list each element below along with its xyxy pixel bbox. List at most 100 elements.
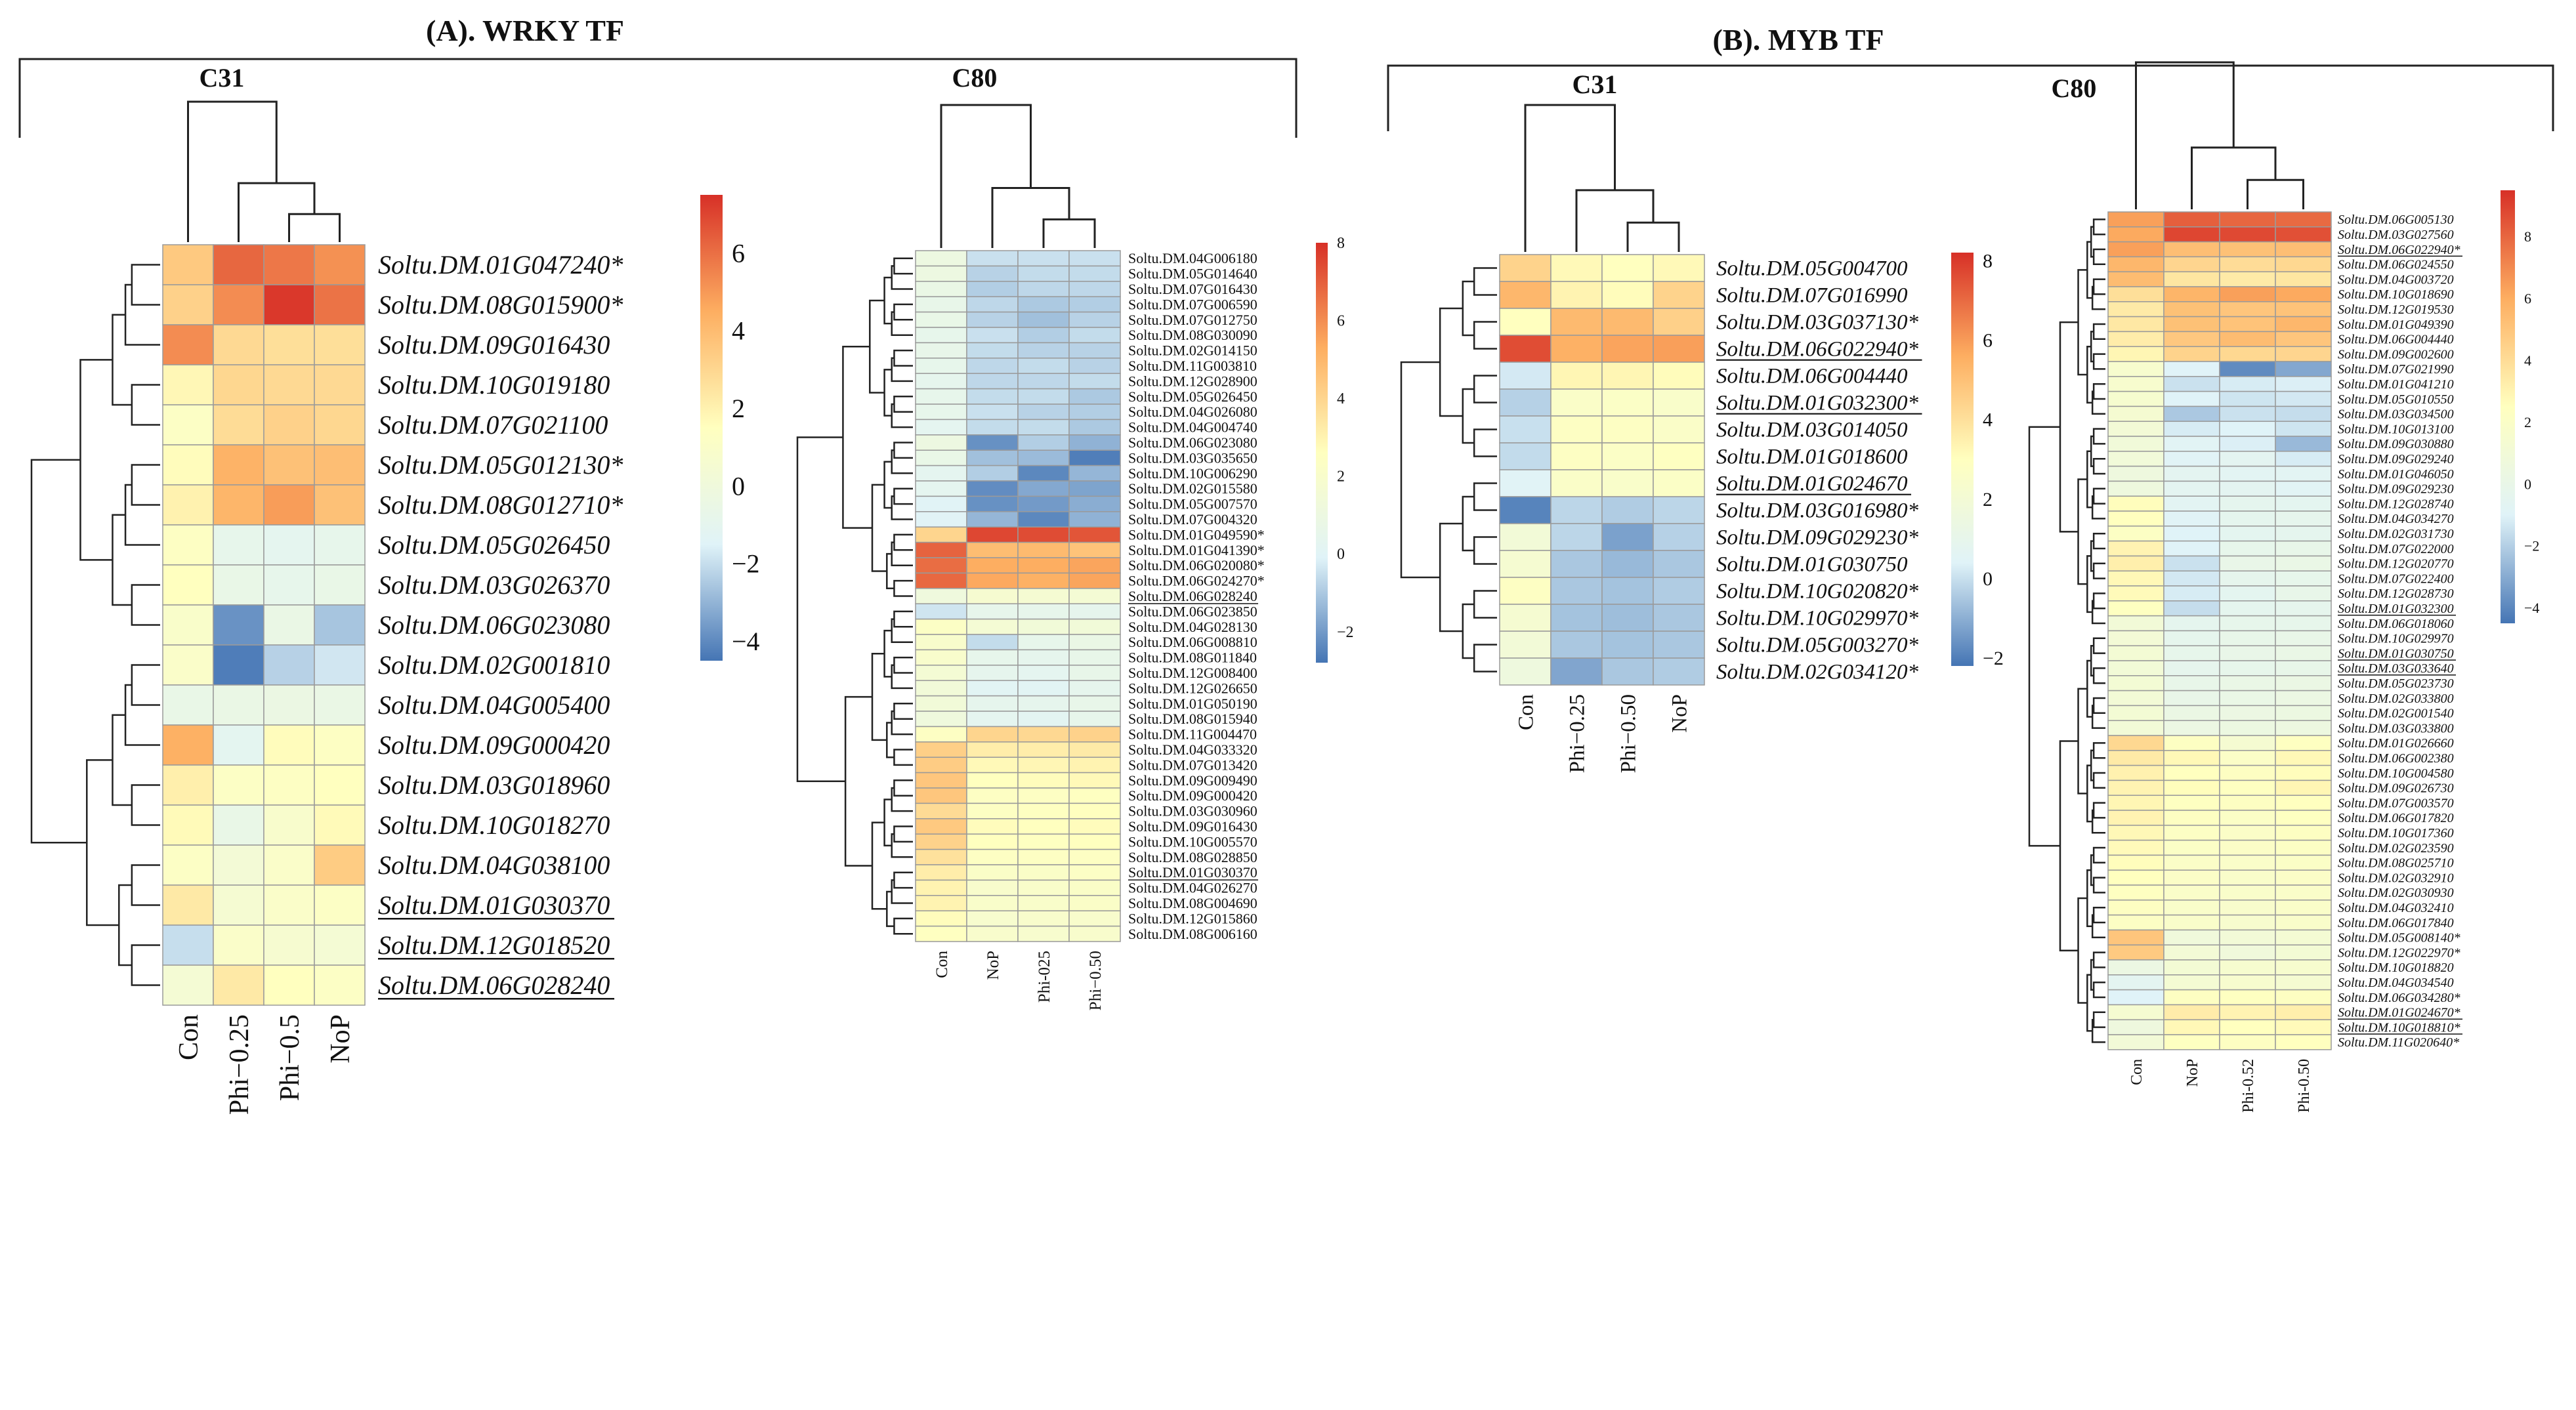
heatmap-cell [2163,465,2220,482]
column-label: Phi-0.52 [2240,1059,2257,1113]
heatmap-cell [1499,469,1552,497]
heatmap-cell [263,444,315,486]
heatmap-cell [2107,869,2164,886]
heatmap-cell [1550,523,1603,551]
heatmap-cell [2107,690,2164,707]
legend-tick-label: 4 [732,316,745,346]
row-label: Soltu.DM.06G022940* [1716,338,1918,362]
heatmap-cell [1068,588,1121,604]
heatmap-cell [1068,541,1121,558]
heatmap-cell [1068,680,1121,697]
heatmap-cell [2219,436,2276,452]
heatmap-cell [915,879,967,896]
heatmap-cell [162,404,214,446]
heatmap-cell [2219,465,2276,482]
row-dendrogram-branches [796,257,913,935]
heatmap-cell [2275,839,2332,856]
column-dendrogram-branches [2135,61,2304,209]
heatmap-cell [2107,376,2164,392]
heatmap-cell [213,604,264,646]
heatmap-cell [2163,331,2220,347]
row-label: Soltu.DM.10G019180 [378,370,610,400]
heatmap-cell [263,524,315,566]
heatmap-cell [1653,442,1705,470]
heatmap-cell [1601,604,1654,632]
heatmap-cell [966,465,1019,482]
row-label: Soltu.DM.10G018810* [2338,1020,2460,1035]
row-label: Soltu.DM.01G024670* [2338,1006,2460,1020]
heatmap-cell [1068,772,1121,789]
heatmap-cell [263,964,315,1006]
heatmap-cell [2107,944,2164,961]
legend-tick-label: −2 [1983,648,2004,669]
heatmap-cell [915,388,967,405]
heatmap-cell [2163,480,2220,497]
heatmap-cell [2275,376,2332,392]
heatmap-cell [263,284,315,325]
legend-tick-label: 2 [1983,489,1993,510]
heatmap-cell [263,564,315,606]
heatmap-cell [966,296,1019,313]
heatmap-cell [1068,465,1121,482]
column-label: Con [933,951,951,978]
heatmap-cell [2275,929,2332,945]
heatmap-cell [2219,361,2276,377]
heatmap-cell [1068,511,1121,528]
row-label: Soltu.DM.07G022000 [2338,542,2454,556]
heatmap-cell [2163,211,2220,228]
heatmap-cell [1017,787,1070,804]
heatmap-cell [966,665,1019,681]
heatmap-cell [213,764,264,806]
row-label: Soltu.DM.12G015860 [1128,910,1257,926]
heatmap-cell [263,804,315,846]
heatmap-cell [162,564,214,606]
heatmap-cell [2275,451,2332,467]
heatmap-cell [2107,914,2164,931]
row-label: Soltu.DM.01G026660 [2338,736,2454,751]
heatmap-cell [2107,301,2164,318]
heatmap-cell [213,484,264,526]
heatmap-cell [1550,335,1603,363]
column-dendrogram [2135,61,2304,209]
heatmap-cell [2107,779,2164,796]
heatmap-cell [966,373,1019,390]
heatmap-cell [213,564,264,606]
heatmap-cell [966,265,1019,282]
heatmap-cell [2163,675,2220,692]
heatmap-cell [915,726,967,743]
row-label: Soltu.DM.01G050190 [1128,695,1257,712]
row-label: Soltu.DM.08G004690 [1128,895,1257,911]
row-label: Soltu.DM.11G003810 [1128,358,1257,374]
heatmap-cell [966,757,1019,774]
heatmap-cell [1550,496,1603,524]
heatmap-cell [2275,750,2332,766]
heatmap-cell [966,818,1019,835]
row-label: Soltu.DM.03G037130* [1716,311,1918,335]
column-dendrogram [1524,104,1680,252]
heatmap-cell [1017,557,1070,574]
heatmap-cell [2107,645,2164,661]
heatmap-cell [966,449,1019,467]
heatmap-cell [2163,869,2220,886]
row-label: Soltu.DM.04G028130 [1128,619,1257,635]
heatmap-cell [1017,449,1070,467]
heatmap-cell [2107,390,2164,407]
heatmap-cell [2107,884,2164,901]
heatmap-cell [2163,660,2220,676]
heatmap-cell [2219,405,2276,422]
heatmap-cell [2219,226,2276,243]
legend-tick-label: 0 [732,471,745,501]
row-label: Soltu.DM.07G003570 [2338,796,2454,810]
heatmap-cell [2219,854,2276,871]
heatmap-cell [1550,362,1603,390]
heatmap-cell [1068,726,1121,743]
row-dendrogram [796,257,913,935]
heatmap-cell [966,404,1019,421]
heatmap-cell [1550,415,1603,444]
heatmap-cell [915,495,967,512]
heatmap-cell [1017,541,1070,558]
heatmap-cell [1499,335,1552,363]
row-label: Soltu.DM.09G016430 [1128,818,1257,835]
row-label: Soltu.DM.03G027560 [2338,228,2454,242]
heatmap-cell [915,557,967,574]
